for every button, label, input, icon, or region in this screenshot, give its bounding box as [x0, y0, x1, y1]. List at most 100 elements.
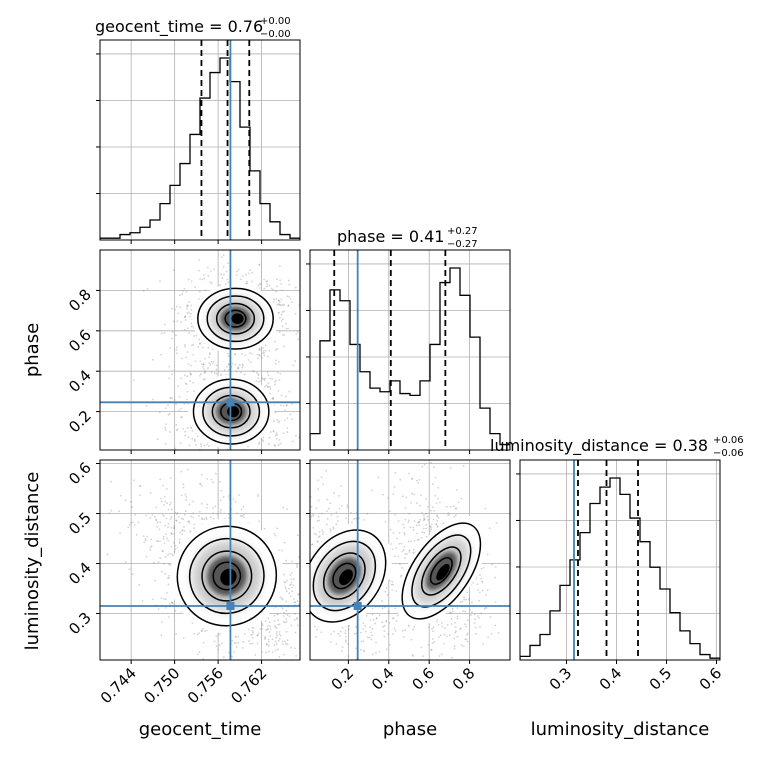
scatter-point [329, 641, 332, 643]
scatter-point [281, 549, 283, 552]
scatter-point [269, 392, 271, 395]
scatter-point [307, 554, 309, 556]
scatter-point [181, 533, 183, 536]
scatter-point [184, 493, 187, 496]
scatter-point [286, 613, 289, 616]
scatter-point [276, 371, 279, 374]
scatter-point [273, 620, 276, 622]
scatter-point [269, 625, 271, 628]
scatter-point [281, 597, 283, 599]
scatter-point [190, 322, 193, 325]
density-peak [227, 405, 240, 418]
scatter-point [364, 625, 367, 627]
contour-line [420, 546, 462, 596]
scatter-point [210, 478, 213, 481]
scatter-point [453, 515, 456, 518]
scatter-point [410, 478, 413, 480]
scatter-point [466, 619, 469, 622]
scatter-point [175, 305, 178, 308]
scatter-point [286, 431, 289, 433]
scatter-point [289, 413, 292, 416]
scatter-point [156, 525, 159, 528]
scatter-point [274, 626, 277, 629]
scatter-point [259, 355, 261, 357]
scatter-point [184, 434, 187, 437]
scatter-point [312, 526, 315, 529]
scatter-point [265, 384, 268, 387]
scatter-point [274, 434, 277, 437]
scatter-point [242, 640, 245, 643]
scatter-point [412, 548, 415, 551]
scatter-point [275, 437, 278, 440]
scatter-point [227, 472, 229, 474]
scatter-point [337, 520, 339, 522]
scatter-point [271, 397, 274, 400]
scatter-point [160, 597, 163, 599]
scatter-point [284, 409, 286, 412]
scatter-point [133, 524, 136, 526]
truth-marker [226, 602, 235, 610]
scatter-point [263, 354, 266, 357]
scatter-point [284, 581, 287, 584]
scatter-point [363, 519, 365, 521]
scatter-point [260, 467, 262, 469]
panel-luminosity_distance-vs-luminosity_distance: 0.3 0.4 0.5 0.6 [516, 459, 725, 694]
scatter-point [202, 363, 205, 366]
scatter-point [166, 537, 168, 540]
scatter-point [283, 581, 286, 583]
scatter-point [285, 630, 288, 633]
scatter-point [305, 566, 307, 568]
scatter-point [346, 504, 349, 507]
scatter-point [437, 623, 440, 626]
scatter-point [267, 374, 270, 377]
scatter-point [322, 483, 324, 486]
scatter-point [267, 624, 269, 627]
scatter-point [285, 618, 288, 620]
scatter-point [319, 633, 321, 635]
scatter-point [204, 357, 207, 360]
scatter-point [204, 630, 207, 633]
scatter-point [285, 590, 288, 593]
scatter-point [234, 353, 237, 356]
scatter-point [267, 644, 270, 647]
scatter-point [159, 540, 161, 543]
scatter-point [296, 566, 298, 568]
scatter-point [398, 542, 401, 545]
scatter-point [427, 644, 430, 646]
scatter-point [251, 458, 253, 460]
scatter-point [251, 280, 253, 283]
scatter-point [202, 658, 205, 660]
scatter-point [380, 600, 383, 602]
scatter-point [269, 388, 272, 390]
scatter-point [465, 634, 468, 636]
scatter-point [234, 500, 237, 503]
scatter-point [490, 563, 493, 566]
scatter-point [258, 520, 260, 523]
scatter-point [201, 278, 204, 281]
scatter-point [242, 646, 244, 649]
scatter-point [252, 631, 255, 634]
scatter-point [163, 332, 166, 334]
scatter-point [439, 501, 441, 504]
contour-line [429, 557, 453, 585]
scatter-point [394, 513, 397, 516]
scatter-point [237, 665, 239, 667]
scatter-point [268, 284, 271, 287]
scatter-point [152, 561, 155, 564]
scatter-point [259, 380, 261, 383]
scatter-point [181, 529, 184, 531]
scatter-point [370, 638, 373, 641]
scatter-point [417, 481, 420, 484]
density-shading [187, 283, 279, 449]
scatter-point [223, 273, 225, 276]
scatter-point [108, 512, 111, 515]
scatter-point [165, 533, 167, 535]
scatter-point [423, 463, 426, 466]
tick-label-x: 0.2 [328, 664, 358, 694]
scatter-point [296, 616, 298, 619]
scatter-point [248, 272, 250, 275]
scatter-point [271, 531, 273, 533]
scatter-point [427, 626, 430, 629]
scatter-point [187, 520, 189, 523]
scatter-point [283, 310, 286, 313]
